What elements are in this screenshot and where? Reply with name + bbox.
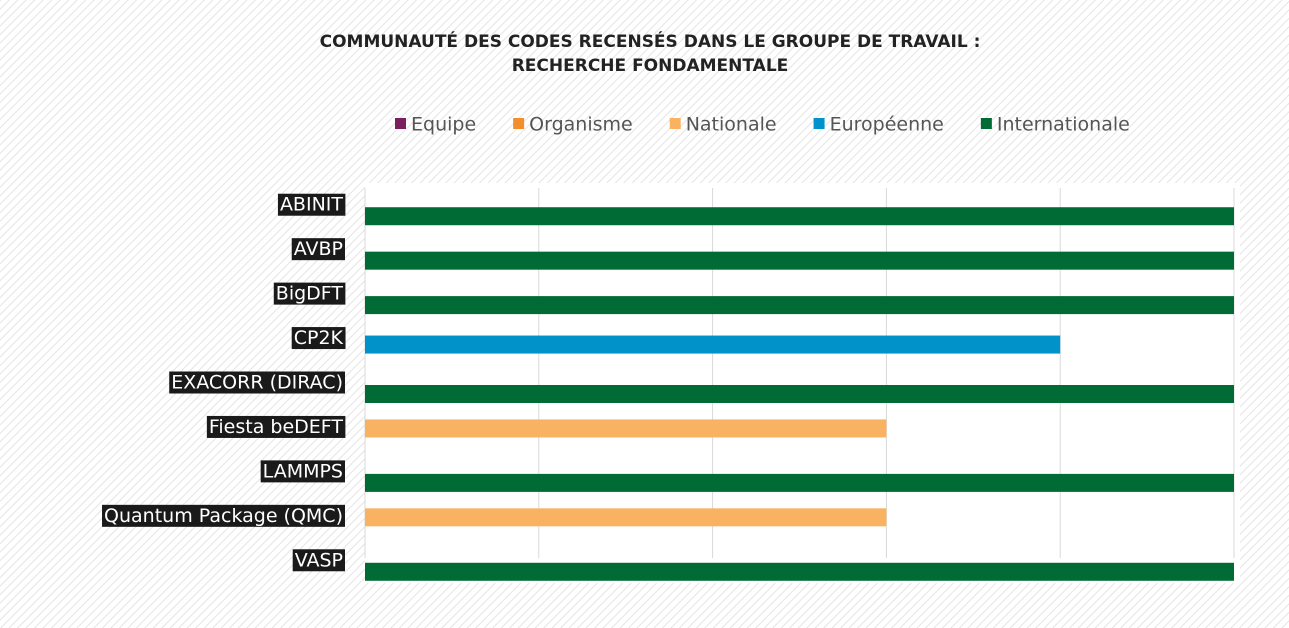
- label-background: [169, 371, 345, 394]
- legend-swatch: [980, 118, 992, 129]
- bar: [365, 385, 1234, 403]
- label-background: [260, 460, 345, 483]
- bar: [365, 508, 887, 527]
- bar: [365, 473, 1234, 492]
- legend-swatch: [513, 118, 525, 129]
- legend-swatch: [669, 118, 681, 129]
- legend-label: Européenne: [830, 114, 944, 136]
- y-tick-label: LAMMPS: [263, 460, 343, 482]
- legend-label: Equipe: [411, 114, 476, 136]
- legend-label: Nationale: [686, 114, 777, 136]
- legend-label: Organisme: [529, 114, 633, 136]
- legend-label: Internationale: [997, 114, 1130, 136]
- y-tick-label: BigDFT: [276, 283, 344, 305]
- chart-title: RECHERCHE FONDAMENTALE: [512, 56, 789, 76]
- legend-swatch: [395, 118, 406, 129]
- bar: [365, 419, 887, 438]
- bar: [365, 335, 1061, 354]
- y-tick-label: CP2K: [294, 327, 344, 349]
- label-background: [102, 504, 345, 527]
- bar: [365, 251, 1234, 270]
- label-background: [206, 415, 346, 438]
- label-background: [291, 327, 346, 350]
- y-tick-label: EXACORR (DIRAC): [171, 372, 343, 394]
- bar: [365, 207, 1234, 226]
- bar: [365, 562, 1234, 581]
- y-tick-label: Quantum Package (QMC): [104, 505, 343, 527]
- label-background: [291, 238, 345, 261]
- y-tick-label: Fiesta beDEFT: [209, 416, 344, 438]
- label-background: [273, 282, 346, 305]
- label-background: [292, 549, 345, 572]
- bar: [365, 296, 1234, 315]
- legend-swatch: [813, 118, 825, 129]
- label-background: [277, 193, 346, 216]
- y-tick-label: ABINIT: [280, 194, 343, 216]
- y-tick-label: AVBP: [294, 238, 343, 260]
- chart-title: COMMUNAUTÉ DES CODES RECENSÉS DANS LE GR…: [320, 30, 981, 52]
- y-tick-label: VASP: [295, 549, 343, 571]
